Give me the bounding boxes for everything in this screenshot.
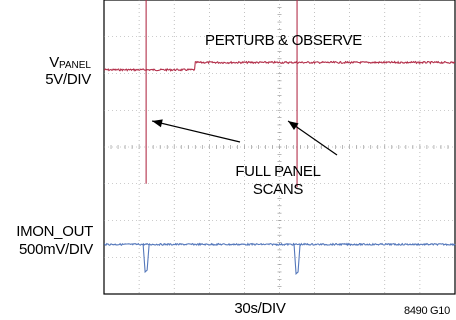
x-axis-scale-label: 30s/DIV <box>234 300 286 317</box>
imon-out-dip <box>142 244 150 274</box>
traces <box>103 0 456 275</box>
imon-out-dip <box>293 244 301 275</box>
imon-out-trace <box>103 242 456 247</box>
perturb-observe-annotation: PERTURB & OBSERVE <box>205 32 362 49</box>
full-panel-scans-line1: FULL PANEL <box>235 163 321 180</box>
imon-out-label: IMON_OUT <box>16 223 93 240</box>
imon-out-scale-label: 500mV/DIV <box>19 241 93 258</box>
vpanel-label: VPANEL <box>49 54 91 71</box>
scan-arrow-right-head <box>288 121 299 130</box>
annotation-arrows <box>151 119 338 156</box>
vpanel-trace <box>103 60 456 72</box>
vpanel-scale-label: 5V/DIV <box>45 71 91 88</box>
scan-arrow-left-shaft <box>151 120 241 143</box>
scan-arrow-left-head <box>152 119 163 128</box>
figure-id: 8490 G10 <box>404 305 450 317</box>
full-panel-scans-line2: SCANS <box>252 181 304 198</box>
